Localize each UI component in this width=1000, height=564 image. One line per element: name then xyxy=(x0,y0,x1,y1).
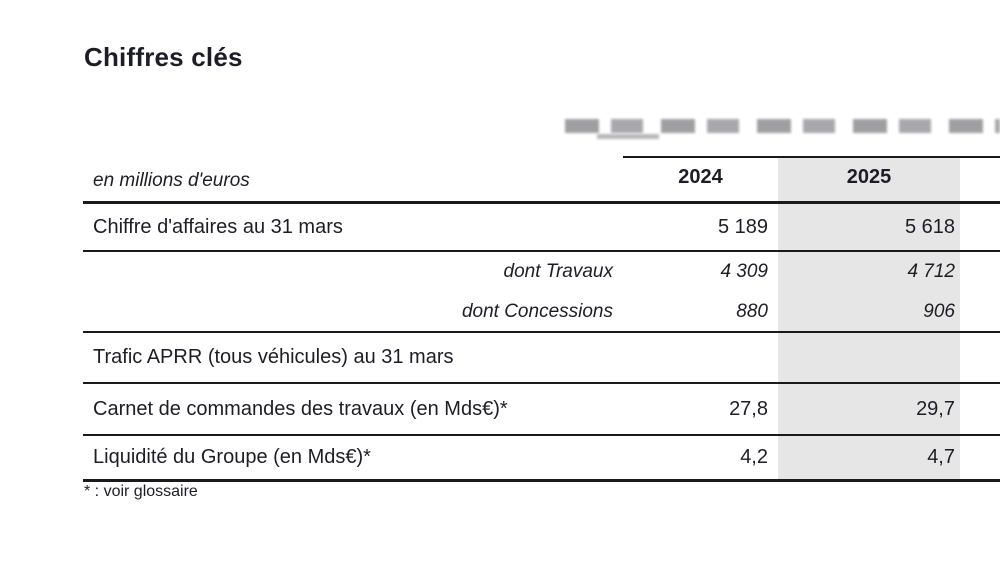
column-header-2025: 2025 xyxy=(846,166,892,188)
table-row: Liquidité du Groupe (en Mds€)* 4,2 4,7 xyxy=(83,436,1000,482)
table-row: Trafic APRR (tous véhicules) au 31 mars xyxy=(83,333,1000,384)
cell-2025: 5 618 xyxy=(904,215,955,238)
table-row: Carnet de commandes des travaux (en Mds€… xyxy=(83,384,1000,436)
row-label: Trafic APRR (tous véhicules) au 31 mars xyxy=(93,346,454,368)
cell-2024: 880 xyxy=(736,300,768,322)
cropped-text-artifact xyxy=(565,119,1000,133)
cropped-text-artifact-fragment xyxy=(597,134,659,139)
table-footnote: * : voir glossaire xyxy=(84,483,198,500)
row-label: Liquidité du Groupe (en Mds€)* xyxy=(93,446,371,468)
table-row: dont Travaux 4 309 4 712 xyxy=(83,252,1000,292)
row-label: dont Travaux xyxy=(503,261,613,282)
cell-2024: 5 189 xyxy=(717,215,768,238)
table-header-top-rule xyxy=(623,156,1000,158)
cell-2025: 906 xyxy=(923,300,955,322)
row-label: Chiffre d'affaires au 31 mars xyxy=(93,215,343,238)
table-row: Chiffre d'affaires au 31 mars 5 189 5 618 xyxy=(83,204,1000,252)
row-label: Carnet de commandes des travaux (en Mds€… xyxy=(93,397,508,420)
table-row: dont Concessions 880 906 xyxy=(83,292,1000,333)
page-title: Chiffres clés xyxy=(84,42,243,72)
cell-2025: 4 712 xyxy=(907,261,955,282)
cell-2024: 27,8 xyxy=(729,397,768,420)
table-unit-label: en millions d'euros xyxy=(93,170,250,191)
row-label: dont Concessions xyxy=(461,300,613,322)
table-body: Chiffre d'affaires au 31 mars 5 189 5 618 d… xyxy=(83,201,1000,482)
cell-2024: 4 309 xyxy=(720,261,768,282)
column-header-2024: 2024 xyxy=(678,166,723,188)
cell-2025: 4,7 xyxy=(927,446,955,468)
cell-2024: 4,2 xyxy=(740,446,768,468)
column-2025-highlight xyxy=(778,158,960,479)
cell-2025: 29,7 xyxy=(916,397,955,420)
